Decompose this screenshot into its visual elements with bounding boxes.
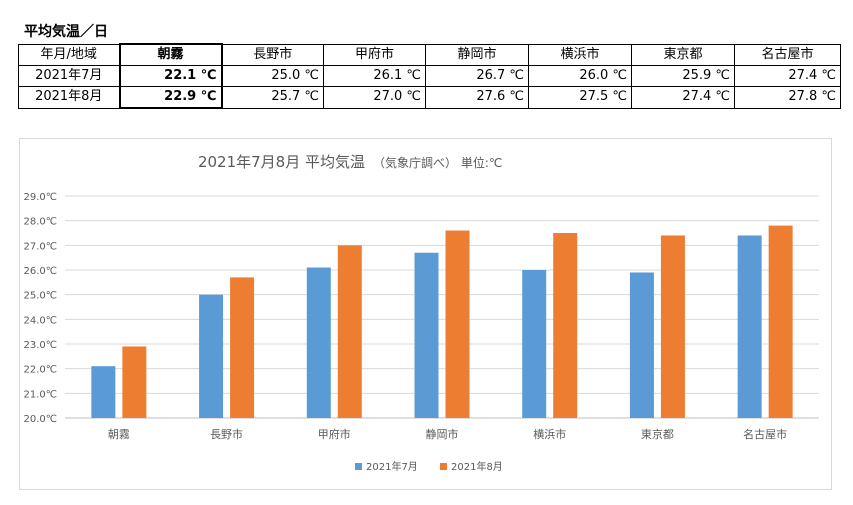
table-cell: 25.0 ℃ (221, 65, 324, 87)
x-category-label: 東京都 (641, 427, 674, 441)
table-row: 2021年8月 22.9 ℃ 25.7 ℃ 27.0 ℃ 27.6 ℃ 27.5… (18, 86, 841, 109)
x-category-label: 静岡市 (426, 427, 459, 441)
bar (306, 267, 331, 418)
legend-label: 2021年8月 (451, 460, 503, 473)
y-tick-label: 23.0℃ (24, 340, 58, 351)
table-cell: 27.5 ℃ (528, 86, 632, 109)
y-tick-label: 24.0℃ (24, 315, 58, 326)
bar (445, 230, 470, 418)
y-tick-label: 29.0℃ (24, 192, 58, 203)
row-label: 2021年8月 (18, 86, 120, 109)
bar (522, 270, 547, 418)
header-city: 朝霧 (118, 43, 223, 66)
bar (629, 272, 654, 418)
chart-area: 2021年7月8月 平均気温 （気象庁調べ） 単位:℃ 20.0℃ 21.0℃ 22… (19, 138, 832, 490)
bar (414, 252, 439, 418)
bar (230, 277, 255, 418)
bar (660, 235, 685, 418)
bar (337, 245, 362, 418)
legend-swatch (355, 463, 362, 470)
x-category-label: 名古屋市 (743, 427, 787, 441)
x-category-label: 長野市 (210, 427, 243, 441)
header-city: 長野市 (221, 43, 324, 66)
table-cell: 25.9 ℃ (631, 65, 735, 87)
legend-label: 2021年7月 (366, 460, 418, 473)
x-category-label: 朝霧 (108, 428, 130, 441)
bar (122, 346, 147, 418)
header-city: 横浜市 (528, 43, 632, 66)
table-cell: 27.0 ℃ (323, 86, 426, 109)
row-label: 2021年7月 (18, 65, 120, 87)
table-cell: 22.1 ℃ (118, 65, 223, 87)
y-tick-label: 22.0℃ (24, 365, 58, 376)
table-cell: 26.1 ℃ (323, 65, 426, 87)
table-title: 平均気温／日 (24, 24, 108, 40)
y-tick-label: 26.0℃ (24, 266, 58, 277)
table-cell: 25.7 ℃ (221, 86, 324, 109)
y-tick-label: 28.0℃ (24, 217, 58, 228)
header-label: 年月/地域 (18, 43, 120, 66)
bar-chart: 2021年7月8月 平均気温 （気象庁調べ） 単位:℃ 20.0℃ 21.0℃ 22… (24, 153, 819, 473)
table-cell: 26.0 ℃ (528, 65, 632, 87)
table-cell: 26.7 ℃ (425, 65, 529, 87)
y-tick-label: 20.0℃ (24, 414, 58, 425)
table-cell: 27.4 ℃ (734, 65, 841, 87)
header-city: 東京都 (631, 43, 735, 66)
x-category-label: 甲府市 (318, 427, 351, 441)
bar (553, 233, 578, 418)
table-cell: 27.4 ℃ (631, 86, 735, 109)
bar (768, 225, 793, 418)
header-city: 名古屋市 (734, 43, 841, 66)
table-cell: 22.9 ℃ (118, 86, 223, 109)
temperature-table: 年月/地域 朝霧 長野市 甲府市 静岡市 横浜市 東京都 名古屋市 2021年7… (18, 43, 841, 109)
table-cell: 27.6 ℃ (425, 86, 529, 109)
bar (199, 294, 224, 418)
bar (91, 366, 116, 418)
header-city: 静岡市 (425, 43, 529, 66)
y-tick-label: 27.0℃ (24, 241, 58, 252)
chart-subtitle: （気象庁調べ） 単位:℃ (373, 155, 502, 170)
x-category-label: 横浜市 (533, 427, 566, 441)
bar (737, 235, 762, 418)
y-tick-label: 25.0℃ (24, 291, 58, 302)
table-cell: 27.8 ℃ (734, 86, 841, 109)
y-tick-label: 21.0℃ (24, 389, 58, 400)
header-city: 甲府市 (323, 43, 426, 66)
legend-swatch (440, 463, 447, 470)
table-row: 2021年7月 22.1 ℃ 25.0 ℃ 26.1 ℃ 26.7 ℃ 26.0… (18, 65, 841, 87)
chart-title: 2021年7月8月 平均気温 (198, 153, 365, 171)
table-header-row: 年月/地域 朝霧 長野市 甲府市 静岡市 横浜市 東京都 名古屋市 (18, 43, 841, 66)
